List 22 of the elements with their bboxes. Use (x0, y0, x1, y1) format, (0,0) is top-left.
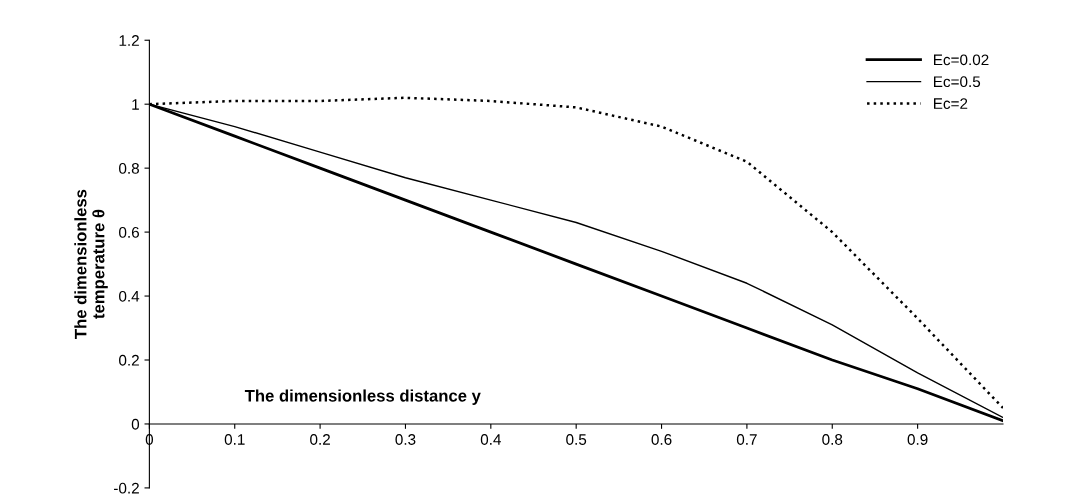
y-tick-label: 0.8 (119, 163, 139, 174)
x-tick-label: 0.2 (310, 434, 330, 445)
legend-label: Ec=0.02 (934, 54, 989, 66)
x-tick-label: 0.1 (224, 434, 245, 445)
y-tick-label: 0.6 (119, 226, 139, 238)
x-tick-label: 0.8 (822, 434, 843, 445)
x-tick-label: 0.3 (395, 434, 416, 445)
x-tick-label: 0.7 (736, 434, 757, 445)
y-axis-title: The dimensionless temperature θ (74, 189, 108, 339)
x-tick-label: 0.6 (651, 434, 672, 445)
legend-label: Ec=2 (934, 98, 968, 109)
y-tick-label: 1 (132, 99, 139, 110)
x-tick-label: 0.9 (907, 434, 928, 445)
x-tick-label: 0.4 (480, 434, 501, 445)
y-tick-label: 0.2 (119, 354, 139, 366)
x-axis-title: The dimensionless distance y (244, 389, 481, 405)
y-tick-label: 0 (131, 418, 140, 430)
legend-label: Ec=0.5 (934, 76, 981, 88)
y-tick-label: -0.2 (114, 482, 139, 494)
y-tick-label: 0.4 (119, 290, 140, 302)
x-tick-label: 0.5 (566, 434, 587, 445)
y-tick-label: 1.2 (119, 35, 139, 46)
